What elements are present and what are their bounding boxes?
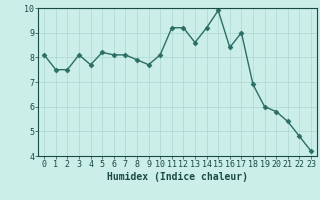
X-axis label: Humidex (Indice chaleur): Humidex (Indice chaleur) (107, 172, 248, 182)
